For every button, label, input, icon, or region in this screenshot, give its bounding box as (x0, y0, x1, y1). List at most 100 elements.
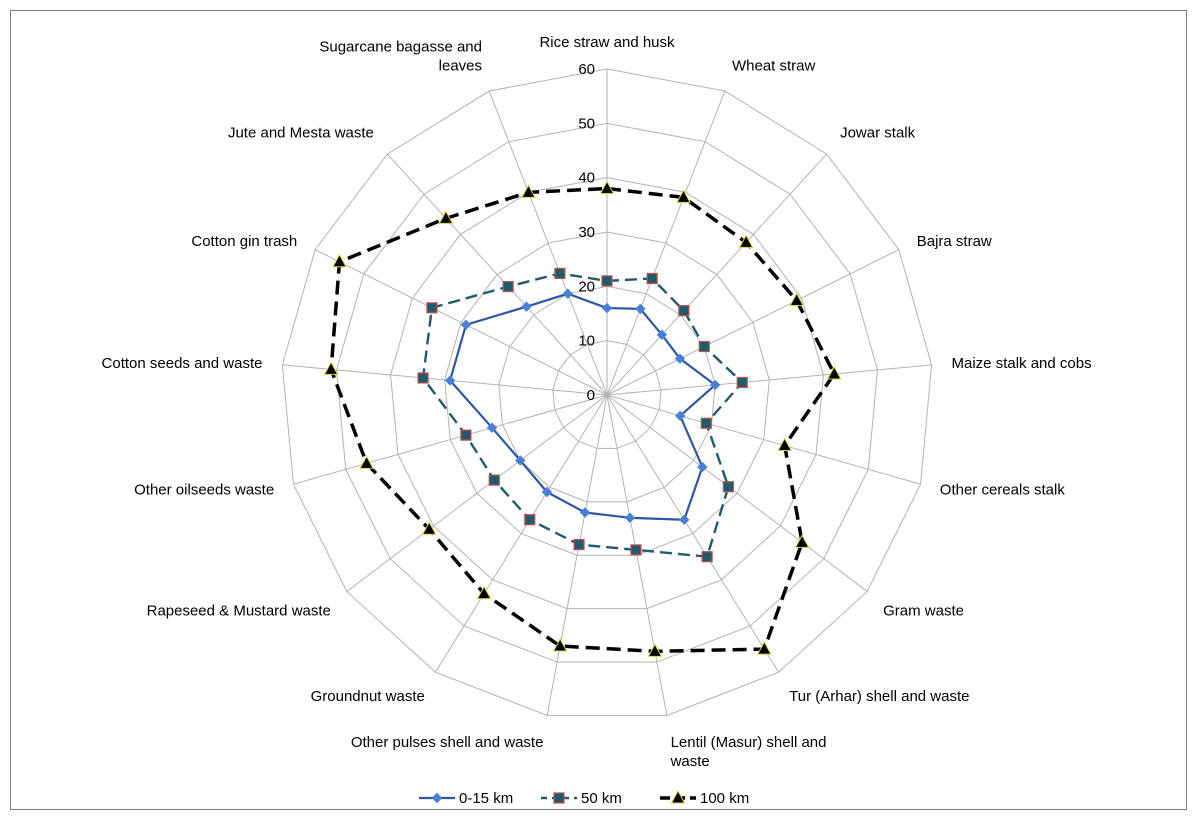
data-point (438, 210, 454, 224)
data-point (444, 375, 456, 386)
data-point (579, 507, 591, 518)
category-label: Tur (Arhar) shell and waste (789, 688, 969, 705)
category-label: Jute and Mesta waste (228, 124, 374, 141)
category-label: Wheat straw (732, 57, 816, 74)
radial-tick-labels: 0 10 20 30 40 50 60 (578, 61, 595, 404)
spoke-6 (606, 394, 868, 592)
data-point (794, 534, 810, 548)
grid-ring-4 (390, 177, 824, 610)
data-point (736, 376, 748, 389)
tick-label-0: 0 (587, 387, 595, 404)
data-point (701, 551, 713, 563)
spoke-5 (606, 394, 921, 485)
spoke-12 (293, 394, 608, 485)
data-point (524, 514, 536, 526)
category-label: Other pulses shell and waste (351, 734, 544, 751)
data-point (332, 253, 347, 268)
data-point (674, 410, 686, 422)
series-layer (323, 180, 842, 657)
spoke-1 (606, 90, 726, 396)
data-point (573, 538, 585, 551)
grid-ring-6 (281, 68, 933, 716)
data-point (426, 302, 438, 314)
data-point (826, 365, 842, 380)
data-point (624, 512, 636, 524)
data-point (722, 481, 735, 493)
data-point (635, 303, 646, 315)
data-point (552, 637, 568, 652)
category-label: Lentil (Masur) shell and waste (670, 734, 827, 770)
data-point (656, 329, 668, 340)
tick-label-40: 40 (578, 170, 595, 187)
data-point (678, 305, 690, 317)
spoke-13 (282, 364, 608, 396)
data-point (700, 417, 712, 429)
category-label: Cotton seeds and waste (102, 355, 263, 372)
legend-label-1: 50 km (581, 790, 622, 807)
category-label: Other oilseeds waste (134, 482, 274, 499)
data-point (359, 455, 374, 469)
data-point (562, 288, 573, 299)
category-label: Jowar stalk (840, 124, 916, 141)
spoke-3 (606, 249, 900, 396)
data-point (756, 641, 772, 655)
data-point (460, 429, 472, 441)
legend-marker-1 (553, 792, 565, 804)
legend-label-2: 100 km (700, 790, 749, 807)
tick-label-10: 10 (578, 333, 595, 350)
spoke-9 (546, 394, 608, 716)
series-0 (444, 288, 721, 525)
spoke-15 (387, 153, 608, 396)
legend: 0-15 km 50 km 100 km (419, 789, 749, 807)
data-point (630, 544, 642, 556)
series-line-2 (329, 186, 836, 654)
data-point (476, 585, 492, 600)
spoke-14 (314, 249, 608, 396)
data-point (515, 455, 526, 466)
data-point (417, 372, 429, 384)
data-point (421, 521, 437, 535)
spoke-2 (606, 153, 827, 396)
category-label: Sugarcane bagasse and leaves (319, 38, 482, 74)
spoke-10 (434, 394, 608, 673)
data-point (789, 292, 805, 307)
legend-label-0: 0-15 km (459, 790, 513, 807)
spoke-11 (346, 394, 608, 592)
series-2 (323, 180, 842, 657)
category-label: Other cereals stalk (940, 482, 1066, 499)
series-line-1 (421, 272, 744, 558)
data-point (647, 643, 663, 657)
data-point (486, 422, 498, 433)
category-label: Rapeseed & Mustard waste (147, 603, 331, 620)
legend-marker-2 (670, 789, 686, 804)
chart-frame (10, 10, 1187, 810)
category-label: Cotton gin trash (191, 233, 297, 250)
data-point (601, 275, 613, 287)
spoke-7 (606, 394, 780, 673)
data-point (676, 189, 691, 203)
data-point (674, 353, 686, 364)
grid-ring-1 (552, 340, 662, 449)
series-1 (417, 267, 748, 563)
data-point (646, 272, 658, 285)
category-label: Bajra straw (917, 233, 992, 250)
radar-spokes (282, 69, 932, 716)
series-line-0 (449, 292, 717, 521)
data-point (679, 514, 690, 525)
data-point (554, 267, 566, 280)
grid-ring-5 (335, 122, 879, 663)
category-label: Gram waste (883, 603, 964, 620)
data-point (488, 474, 500, 486)
category-labels: Rice straw and husk Wheat straw Jowar stal… (102, 34, 1092, 770)
tick-label-20: 20 (578, 278, 595, 295)
data-point (521, 301, 532, 312)
tick-label-30: 30 (578, 224, 595, 241)
data-point (698, 340, 710, 353)
data-point (460, 319, 472, 330)
data-point (541, 486, 553, 498)
data-point (521, 184, 536, 198)
data-point (738, 234, 754, 248)
data-point (601, 302, 613, 314)
data-point (697, 461, 708, 473)
